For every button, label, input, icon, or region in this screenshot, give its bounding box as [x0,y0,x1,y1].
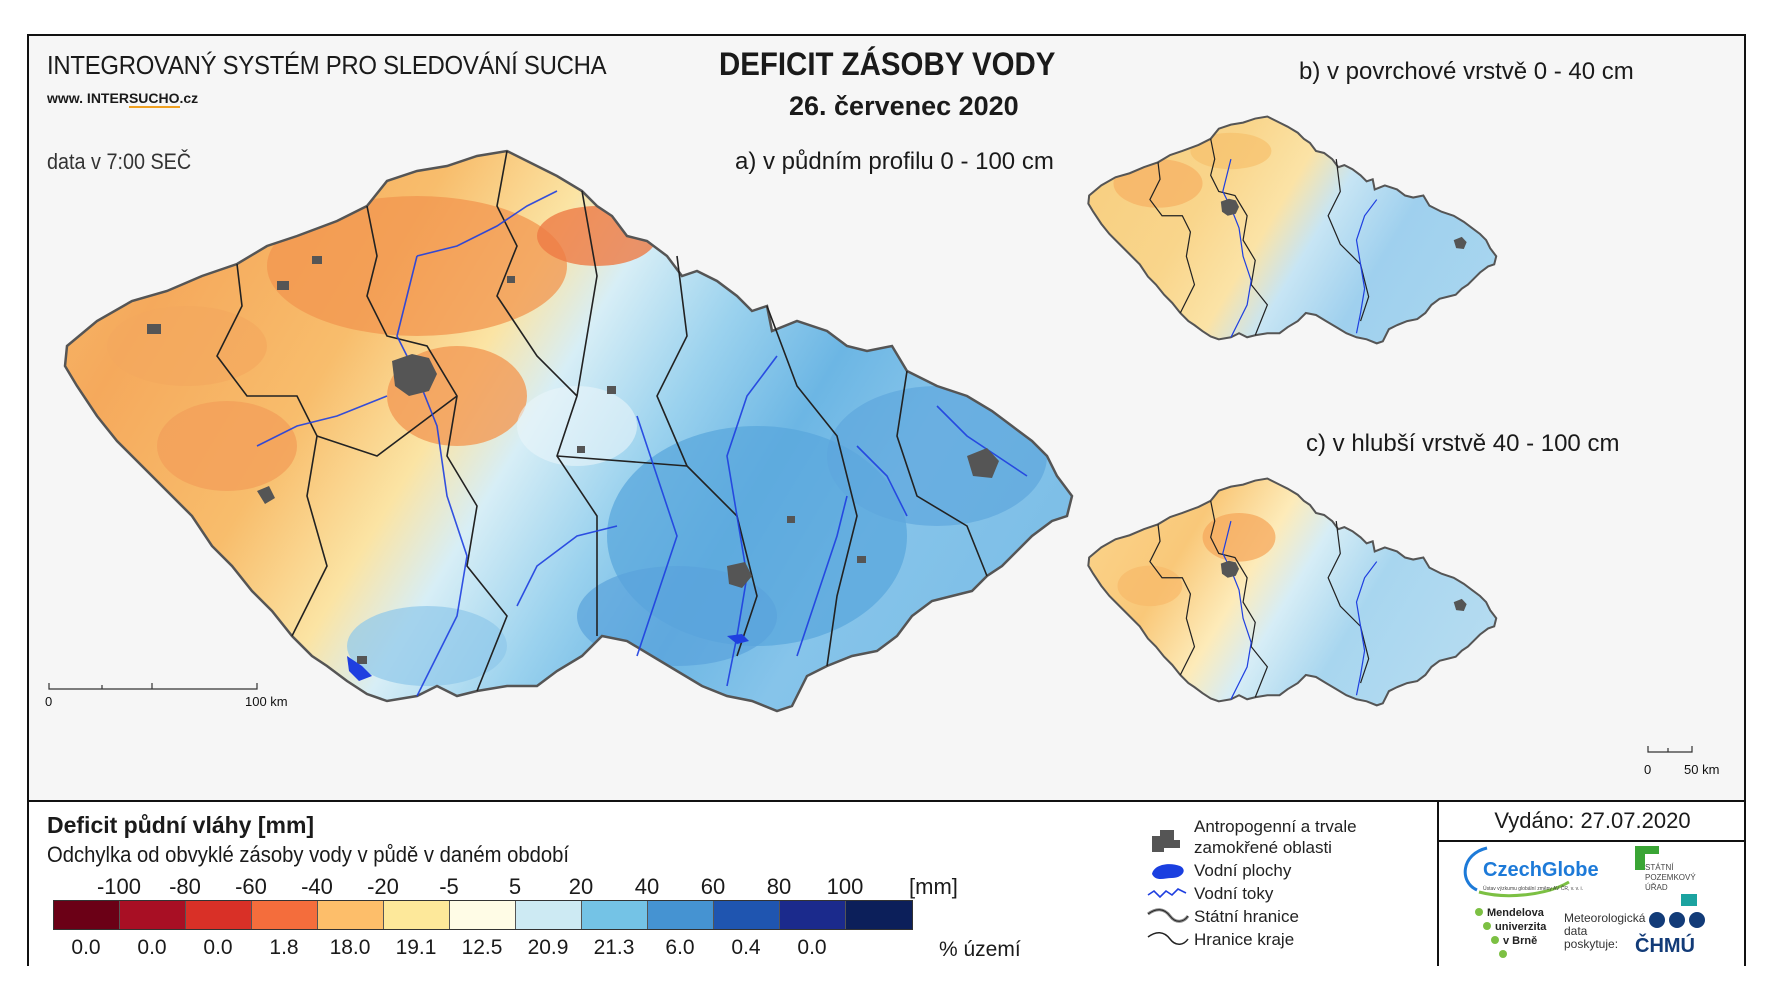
system-title: INTEGROVANÝ SYSTÉM PRO SLEDOVÁNÍ SUCHA [47,50,607,80]
legend-swatch [450,901,516,929]
region-border-icon [1147,932,1189,945]
svg-text:v Brně: v Brně [1503,935,1537,947]
map-b [1087,115,1498,345]
mendel-university-logo: Mendelova univerzita v Brně [1475,907,1547,958]
scale-bar-c: 0 50 km [1644,746,1719,777]
legend-percent-value: 0.4 [731,936,761,959]
date-title: 26. červenec 2020 [789,91,1019,121]
legend-tick-label: 20 [568,874,594,899]
legend-swatch [582,901,648,929]
legend-percent-value: 6.0 [665,936,695,959]
svg-text:Ústav výzkumu globální změny A: Ústav výzkumu globální změny AV ČR, v. v… [1483,885,1583,892]
legend-percent-value: 0.0 [137,936,167,959]
main-title: DEFICIT ZÁSOBY VODY [719,46,1056,82]
map-a: 0 100 km [45,149,1074,713]
rivers [256,190,1028,697]
region-borders [216,150,988,692]
legend-tick-label: 40 [634,874,660,899]
svg-text:CzechGlobe: CzechGlobe [1483,859,1599,881]
svg-text:STÁTNÍ: STÁTNÍ [1645,863,1674,872]
legend-percent-value: 1.8 [269,936,299,959]
legend-swatch [186,901,252,929]
legend-swatch [714,901,780,929]
legend-title: Deficit půdní vláhy [mm] [47,812,315,838]
svg-text:ÚŘAD: ÚŘAD [1645,883,1668,892]
map-b-label: b) v povrchové vrstvě 0 - 40 cm [1299,58,1634,85]
legend-tick-label: -40 [301,874,333,899]
legend-swatch [516,901,582,929]
legend-percent-value: 20.9 [527,936,569,959]
legend-percent-value: 21.3 [593,936,635,959]
state-border-icon [1147,908,1190,923]
legend-percent-value: 18.0 [329,936,371,959]
water-body-icon [1152,864,1184,879]
urban-area-icon [1152,830,1180,852]
issue-info-panel: Vydáno: 27.07.2020 CzechGlobe Ústav výzk… [1437,802,1746,966]
legend-tick-label: -100 [96,874,142,899]
svg-text:ČHMÚ: ČHMÚ [1635,933,1695,957]
scale-bar-a: 0 100 km [45,683,288,709]
legend-panel: Deficit půdní vláhy [mm] Odchylka od obv… [29,800,1746,966]
legend-tick-label: 80 [766,874,792,899]
lipno-reservoir [347,656,372,681]
legend-percent-value: 0.0 [797,936,827,959]
website-link[interactable]: www. INTERSUCHO.cz [47,90,199,108]
svg-text:POZEMKOVÝ: POZEMKOVÝ [1645,873,1696,882]
legend-color-scale [53,900,913,930]
river-icon [1147,888,1187,899]
legend-swatch [252,901,318,929]
legend-tick-label: -20 [367,874,399,899]
svg-text:univerzita: univerzita [1495,921,1547,933]
map-c [1087,477,1498,707]
data-time-note: data v 7:00 SEČ [47,149,192,174]
legend-swatch [120,901,186,929]
legend-tick-label: 60 [700,874,726,899]
legend-tick-label: 100 [826,874,864,899]
legend-percent-value: 19.1 [395,936,437,959]
map-frame: INTEGROVANÝ SYSTÉM PRO SLEDOVÁNÍ SUCHA w… [27,34,1746,966]
svg-text:data: data [1564,924,1588,938]
legend-swatch [648,901,714,929]
svg-text:0: 0 [45,694,52,709]
chmu-logo: Meteorologická data poskytuje: ČHMÚ [1564,894,1705,957]
legend-percent-value: 12.5 [461,936,503,959]
map-a-label: a) v půdním profilu 0 - 100 cm [735,148,1054,175]
map-c-label: c) v hlubší vrstvě 40 - 100 cm [1306,430,1620,457]
svg-text:Meteorologická: Meteorologická [1564,911,1646,925]
legend-swatch [318,901,384,929]
legend-swatch [384,901,450,929]
legend-tick-label: -80 [169,874,201,899]
legend-tick-label: -5 [439,874,459,899]
spu-logo: STÁTNÍ POZEMKOVÝ ÚŘAD [1635,846,1696,892]
legend-percent-value: 0.0 [203,936,233,959]
svg-text:Mendelova: Mendelova [1487,907,1545,919]
partner-logos: CzechGlobe Ústav výzkumu globální změny … [1463,846,1705,958]
svg-text:100 km: 100 km [245,694,288,709]
legend-tick-label: -60 [235,874,267,899]
legend-swatch [780,901,846,929]
legend-swatch [54,901,120,929]
legend-subtitle: Odchylka od obvyklé zásoby vody v půdě v… [47,842,570,867]
urban-areas [147,256,999,664]
legend-swatch [846,901,912,929]
nove-mlyny-reservoir [727,634,749,644]
issued-date: Vydáno: 27.07.2020 [1439,802,1746,842]
percent-unit: % území [939,938,1021,961]
legend-unit: [mm] [909,874,958,899]
svg-text:0: 0 [1644,762,1651,777]
legend-tick-label: 5 [508,874,522,899]
svg-text:50 km: 50 km [1684,762,1719,777]
czechglobe-logo: CzechGlobe Ústav výzkumu globální změny … [1463,846,1599,898]
legend-percent-value: 0.0 [71,936,101,959]
svg-text:poskytuje:: poskytuje: [1564,937,1618,951]
